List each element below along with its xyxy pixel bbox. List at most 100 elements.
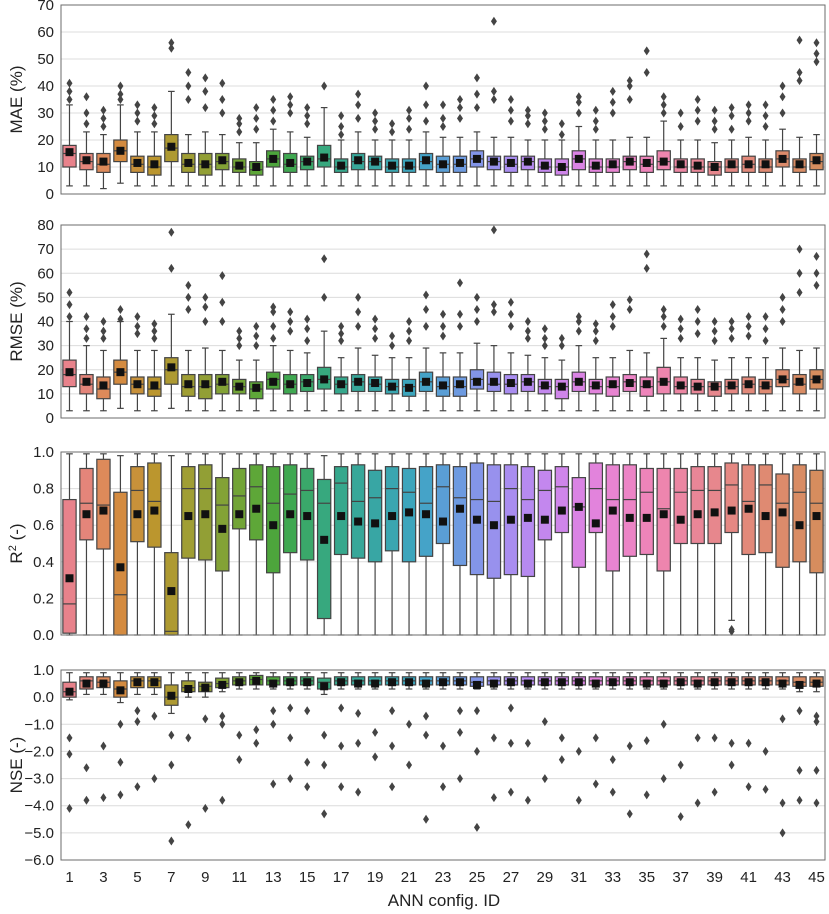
outlier-point bbox=[270, 116, 277, 126]
outlier-point bbox=[406, 105, 413, 115]
box-config-13 bbox=[266, 672, 281, 789]
outlier-point bbox=[745, 100, 752, 110]
outlier-point bbox=[202, 803, 209, 813]
mean-marker bbox=[455, 380, 464, 389]
box-config-12 bbox=[249, 672, 264, 748]
outlier-point bbox=[117, 790, 124, 800]
outlier-point bbox=[270, 719, 277, 729]
outlier-point bbox=[270, 307, 277, 317]
outlier-point bbox=[270, 95, 277, 104]
mean-marker bbox=[184, 685, 193, 693]
x-tick-label: 17 bbox=[333, 869, 350, 886]
outlier-point bbox=[355, 113, 362, 123]
outlier-point bbox=[524, 317, 531, 326]
outlier-point bbox=[100, 317, 107, 326]
outlier-point bbox=[270, 105, 277, 115]
box-config-4 bbox=[113, 81, 128, 184]
mean-marker bbox=[812, 375, 821, 384]
box-config-3 bbox=[96, 672, 111, 803]
outlier-point bbox=[711, 733, 718, 743]
box-config-42 bbox=[758, 312, 773, 412]
outlier-point bbox=[524, 795, 531, 805]
outlier-point bbox=[440, 782, 446, 792]
mean-marker bbox=[150, 678, 159, 687]
outlier-point bbox=[66, 288, 73, 298]
box-config-44 bbox=[792, 35, 807, 187]
box-iqr bbox=[656, 467, 671, 572]
mean-marker bbox=[303, 678, 312, 687]
outlier-point bbox=[372, 108, 379, 118]
box-config-26 bbox=[486, 453, 502, 636]
outlier-point bbox=[473, 706, 480, 716]
outlier-point bbox=[609, 300, 616, 310]
outlier-point bbox=[185, 280, 192, 290]
outlier-point bbox=[796, 76, 803, 86]
mean-marker bbox=[150, 506, 159, 515]
outlier-point bbox=[490, 793, 497, 803]
box-config-38 bbox=[707, 672, 722, 797]
mean-marker bbox=[388, 382, 397, 391]
outlier-point bbox=[338, 122, 345, 131]
mean-marker bbox=[506, 515, 515, 524]
outlier-point bbox=[372, 124, 379, 134]
outlier-point bbox=[813, 711, 820, 721]
panel-frame bbox=[60, 224, 826, 419]
y-axis-title: RMSE (%) bbox=[7, 281, 26, 361]
mean-marker bbox=[82, 510, 91, 519]
outlier-point bbox=[168, 227, 175, 237]
mean-marker bbox=[489, 679, 498, 688]
mean-marker bbox=[167, 587, 176, 596]
outlier-point bbox=[762, 324, 769, 334]
mean-marker bbox=[693, 679, 702, 688]
outlier-point bbox=[440, 113, 446, 123]
box-config-33 bbox=[605, 453, 620, 636]
outlier-point bbox=[185, 95, 192, 104]
box-iqr bbox=[215, 477, 230, 572]
panel-frame bbox=[60, 4, 826, 195]
box-config-9 bbox=[198, 672, 213, 813]
outlier-point bbox=[456, 95, 463, 104]
mean-marker bbox=[506, 379, 515, 388]
outlier-point bbox=[219, 795, 226, 805]
box-config-33 bbox=[605, 300, 620, 412]
outlier-point bbox=[711, 336, 718, 346]
box-iqr bbox=[316, 478, 332, 620]
box-config-17 bbox=[333, 453, 349, 636]
box-iqr bbox=[130, 466, 145, 543]
outlier-point bbox=[253, 321, 260, 331]
box-config-16 bbox=[316, 81, 332, 187]
box-config-1 bbox=[62, 672, 77, 813]
outlier-point bbox=[270, 706, 277, 716]
outlier-point bbox=[473, 317, 480, 326]
outlier-point bbox=[236, 730, 243, 740]
box-config-6 bbox=[147, 103, 162, 187]
box-config-17 bbox=[333, 321, 349, 412]
box-config-8 bbox=[181, 672, 196, 830]
box-config-24 bbox=[452, 95, 468, 187]
box-config-23 bbox=[435, 309, 451, 412]
mean-marker bbox=[82, 156, 91, 165]
outlier-point bbox=[575, 746, 582, 756]
mean-marker bbox=[693, 510, 702, 519]
mean-marker bbox=[286, 678, 295, 687]
mean-marker bbox=[65, 368, 74, 377]
outlier-point bbox=[694, 317, 701, 326]
outlier-point bbox=[66, 95, 73, 104]
outlier-point bbox=[202, 302, 209, 312]
outlier-point bbox=[728, 333, 735, 343]
outlier-point bbox=[626, 304, 633, 314]
mean-marker bbox=[116, 686, 125, 695]
box-config-21 bbox=[401, 453, 417, 636]
outlier-point bbox=[728, 111, 735, 121]
outlier-point bbox=[456, 321, 463, 331]
outlier-point bbox=[779, 714, 786, 724]
box-config-38 bbox=[707, 317, 722, 412]
box-config-42 bbox=[758, 453, 773, 636]
box-config-21 bbox=[401, 672, 417, 770]
mean-marker bbox=[320, 535, 329, 544]
outlier-point bbox=[796, 244, 803, 254]
box-config-4 bbox=[113, 455, 128, 636]
box-config-27 bbox=[503, 453, 519, 636]
outlier-point bbox=[219, 271, 226, 281]
outlier-point bbox=[372, 752, 379, 762]
